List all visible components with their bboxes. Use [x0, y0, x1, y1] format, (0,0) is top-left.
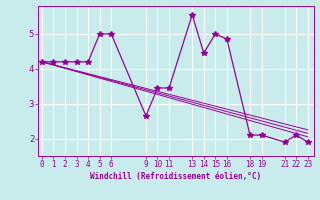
- X-axis label: Windchill (Refroidissement éolien,°C): Windchill (Refroidissement éolien,°C): [91, 172, 261, 181]
